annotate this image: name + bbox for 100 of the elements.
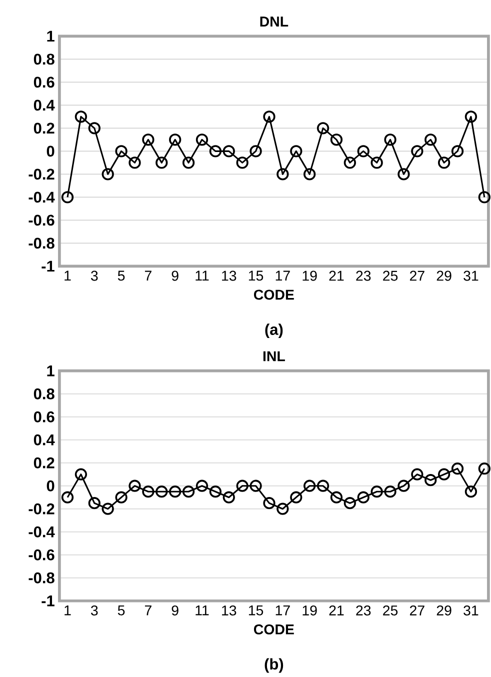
point <box>330 491 343 504</box>
point <box>236 480 248 492</box>
y-tick-label: 0.8 <box>34 54 54 65</box>
point <box>357 491 370 504</box>
y-tick-label: 0.2 <box>34 122 54 134</box>
x-tick-label: 25 <box>383 270 398 281</box>
chart-title: INL <box>263 351 285 362</box>
y-tick-label: -0.6 <box>28 214 54 226</box>
point <box>330 134 343 146</box>
point <box>316 480 330 492</box>
point <box>263 497 276 510</box>
x-tick-label: 21 <box>329 605 344 616</box>
x-tick-label: 11 <box>196 605 209 616</box>
point <box>128 156 141 169</box>
x-tick-label: 31 <box>464 605 478 616</box>
point <box>290 145 302 158</box>
point <box>276 168 289 180</box>
x-tick-label: 15 <box>248 605 264 616</box>
y-tick-label: 0 <box>46 146 54 157</box>
point <box>74 468 88 480</box>
point <box>451 462 464 475</box>
point <box>102 502 114 515</box>
point <box>209 145 222 158</box>
x-tick-label: 21 <box>329 270 344 281</box>
point <box>142 134 154 146</box>
x-tick-label: 19 <box>302 270 317 281</box>
point <box>384 134 396 146</box>
point <box>88 122 100 134</box>
point <box>156 156 168 169</box>
y-tick-label: 0.6 <box>34 411 54 422</box>
y-tick-label: -0.6 <box>28 549 54 560</box>
point <box>478 462 490 475</box>
text: (b) <box>264 658 284 673</box>
point <box>128 480 141 492</box>
y-tick-label: 0.4 <box>34 100 55 111</box>
point <box>424 474 437 486</box>
y-tick-label: -0.8 <box>28 238 54 249</box>
point <box>115 491 128 504</box>
point <box>370 486 383 498</box>
point <box>222 491 235 504</box>
y-tick-label: 0.6 <box>34 76 54 88</box>
point <box>344 156 356 169</box>
x-tick-label: 15 <box>248 270 264 281</box>
point <box>182 156 195 169</box>
x-tick-label: 3 <box>91 605 98 616</box>
point <box>74 110 88 123</box>
chart-title: DNL <box>260 16 288 26</box>
x-tick-label: 19 <box>302 605 317 616</box>
point <box>478 191 490 204</box>
point <box>438 468 450 480</box>
point <box>61 191 74 204</box>
point <box>263 110 276 123</box>
point <box>316 122 330 134</box>
point <box>411 145 424 158</box>
x-tick-label: 5 <box>118 605 125 616</box>
y-tick-label: -0.4 <box>28 526 55 538</box>
point <box>250 145 262 158</box>
point <box>196 134 208 146</box>
y-tick-label: -1 <box>42 260 54 272</box>
point <box>196 480 208 492</box>
x-tick-label: 1 <box>64 605 71 616</box>
x-tick-label: 27 <box>410 270 424 281</box>
x-tick-label: 27 <box>410 605 424 616</box>
point <box>384 486 396 498</box>
point <box>451 145 464 158</box>
x-tick-label: 13 <box>222 605 236 616</box>
y-tick-label: 0.2 <box>34 457 54 468</box>
point <box>156 486 168 498</box>
x-tick-label: 7 <box>144 605 152 616</box>
point <box>222 145 235 158</box>
text: (a) <box>265 324 283 338</box>
x-tick-label: 23 <box>356 605 371 616</box>
x-tick-label: 3 <box>91 270 98 281</box>
x-tick-label: 9 <box>172 270 178 281</box>
point <box>276 502 289 515</box>
x-tick-label: 7 <box>144 270 152 281</box>
y-tick-label: -0.4 <box>28 192 55 203</box>
x-tick-label: 29 <box>436 270 452 281</box>
y-tick-label: 0.4 <box>34 434 55 446</box>
x-tick-label: 1 <box>64 270 71 281</box>
point <box>438 156 450 169</box>
point <box>424 134 437 146</box>
x-tick-label: 5 <box>118 270 125 281</box>
x-axis-title: CODE <box>254 624 294 634</box>
x-axis-title: CODE <box>254 290 294 300</box>
point <box>250 480 262 492</box>
y-tick-label: -1 <box>42 596 54 606</box>
x-tick-label: 29 <box>436 605 452 616</box>
point <box>370 156 383 169</box>
point <box>304 168 316 180</box>
x-tick-label: 11 <box>196 270 209 281</box>
y-tick-label: -0.8 <box>28 572 54 584</box>
point <box>304 480 316 492</box>
point <box>142 486 154 498</box>
x-tick-label: 25 <box>383 605 398 616</box>
y-tick-label: -0.2 <box>28 503 54 514</box>
x-tick-label: 17 <box>276 605 290 616</box>
x-tick-label: 23 <box>356 270 371 281</box>
x-tick-label: 9 <box>172 605 178 616</box>
point <box>357 145 370 158</box>
